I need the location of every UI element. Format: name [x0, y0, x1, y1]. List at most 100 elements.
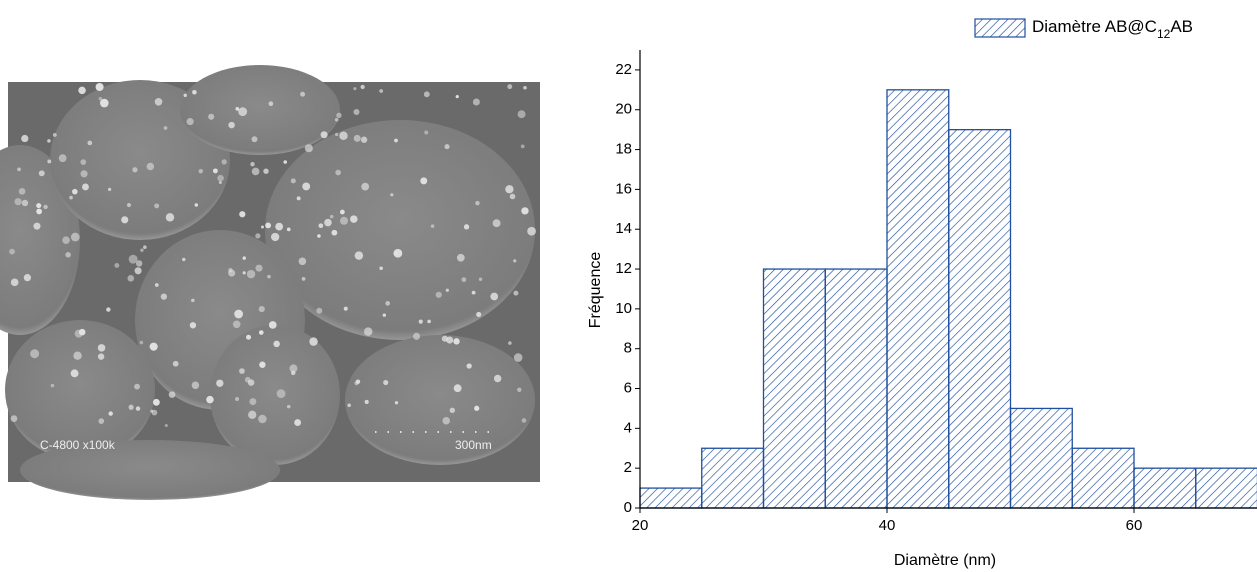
particle [298, 257, 307, 266]
particle [350, 215, 358, 223]
particle [420, 177, 428, 185]
particle [275, 222, 284, 231]
bar [1195, 467, 1257, 509]
particle [296, 196, 301, 201]
particle [30, 349, 40, 359]
particle [476, 311, 482, 318]
particle [47, 159, 52, 164]
particle [58, 154, 67, 163]
particle [238, 107, 248, 117]
particle [82, 183, 89, 191]
particle [379, 266, 383, 271]
particle [194, 203, 199, 207]
particle [418, 319, 423, 324]
particle [424, 130, 429, 135]
particle [208, 113, 215, 120]
particle [216, 379, 224, 387]
particle [17, 167, 21, 172]
particle [232, 320, 241, 329]
particle [318, 223, 324, 229]
particle [189, 322, 197, 329]
particle [62, 236, 70, 244]
particle [258, 414, 267, 424]
particle [146, 162, 155, 171]
particle [69, 195, 73, 200]
particle [339, 216, 349, 225]
particle [259, 361, 266, 368]
particle [21, 199, 29, 207]
particle [242, 271, 246, 275]
particle [523, 85, 527, 90]
bar [948, 129, 1012, 509]
particle [80, 170, 88, 178]
particle [246, 269, 256, 279]
particle [393, 248, 403, 258]
sem-image: C-4800 x100k 300nm [0, 65, 540, 500]
particle [163, 126, 168, 130]
particle [492, 219, 501, 228]
bar [762, 268, 826, 509]
particle [135, 406, 141, 411]
particle [164, 423, 168, 428]
particle [235, 397, 240, 402]
particle [353, 109, 360, 116]
particle [354, 251, 364, 260]
x-tick-label: 40 [879, 517, 896, 534]
particle [10, 415, 18, 423]
particle [300, 91, 306, 97]
particle [52, 132, 57, 137]
particle [244, 376, 251, 383]
particle [493, 374, 502, 383]
y-tick-label: 16 [615, 180, 632, 197]
y-tick-label: 18 [615, 141, 632, 158]
particle [329, 214, 334, 219]
particle [134, 383, 140, 390]
particle [331, 229, 338, 236]
particle [475, 200, 480, 206]
particle [258, 306, 265, 313]
particle [455, 95, 459, 99]
particle [453, 338, 460, 345]
particle [339, 209, 345, 215]
particle [521, 207, 529, 215]
particle [73, 351, 82, 360]
particle [78, 328, 86, 336]
particle [394, 138, 398, 143]
particle [139, 340, 144, 345]
particle [309, 337, 318, 346]
particle [10, 278, 19, 287]
particle [316, 307, 323, 314]
particle [444, 144, 450, 150]
particle [517, 387, 522, 392]
particle [255, 233, 261, 239]
particle [33, 222, 41, 230]
particle [234, 309, 243, 319]
particle [286, 227, 291, 232]
particle [108, 187, 112, 191]
legend-label: Diamètre AB@C12AB [1032, 17, 1193, 41]
bar [1071, 447, 1135, 509]
y-tick-label: 6 [624, 379, 632, 396]
particle [521, 418, 527, 423]
particle [121, 216, 129, 224]
y-tick-label: 4 [624, 419, 632, 436]
particle [290, 178, 296, 184]
particle [206, 395, 214, 404]
bar [639, 487, 703, 509]
particle [412, 332, 421, 340]
particle [268, 101, 274, 107]
particle [449, 407, 456, 414]
particle [182, 257, 186, 262]
particle [301, 276, 306, 281]
particle [456, 253, 465, 262]
particle [242, 256, 246, 260]
particle [472, 98, 480, 106]
particle [191, 298, 195, 303]
y-tick-label: 20 [615, 101, 632, 118]
particle [36, 208, 43, 215]
particle [21, 134, 29, 143]
particle [505, 185, 514, 194]
particle [154, 203, 160, 209]
particle [490, 292, 499, 301]
particle [70, 232, 80, 242]
